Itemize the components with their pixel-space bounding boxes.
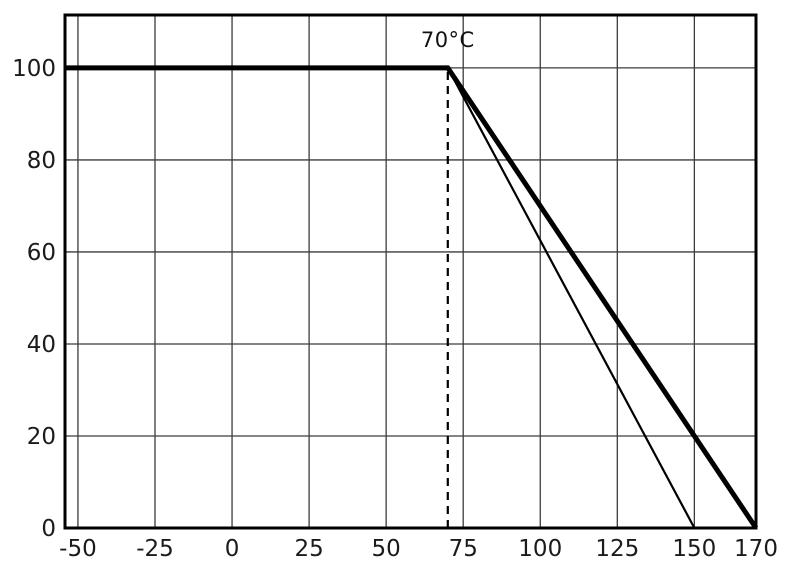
x-tick-label-0: 0 xyxy=(225,536,240,562)
x-tick-label--25: -25 xyxy=(136,536,174,562)
plot-frame xyxy=(63,13,758,530)
y-tick-label-20: 20 xyxy=(27,424,56,450)
x-tick-label-100: 100 xyxy=(518,536,562,562)
x-tick-label-150: 150 xyxy=(672,536,716,562)
y-tick-label-0: 0 xyxy=(41,516,56,542)
x-tick-label-50: 50 xyxy=(372,536,401,562)
y-tick-label-60: 60 xyxy=(27,240,56,266)
x-tick-label-75: 75 xyxy=(449,536,478,562)
temperature-annotation-text: 70°C xyxy=(420,28,475,53)
derating-curve-thick xyxy=(65,65,759,530)
derating-curve-thin xyxy=(446,67,696,529)
y-tick-label-80: 80 xyxy=(27,148,56,174)
x-tick-label-125: 125 xyxy=(595,536,639,562)
x-tick-label--50: -50 xyxy=(59,536,97,562)
temperature-annotation: 70°C xyxy=(421,28,475,52)
x-tick-label-170: 170 xyxy=(734,536,778,562)
y-tick-label-100: 100 xyxy=(12,56,56,82)
x-tick-label-25: 25 xyxy=(294,536,323,562)
y-tick-label-40: 40 xyxy=(27,332,56,358)
